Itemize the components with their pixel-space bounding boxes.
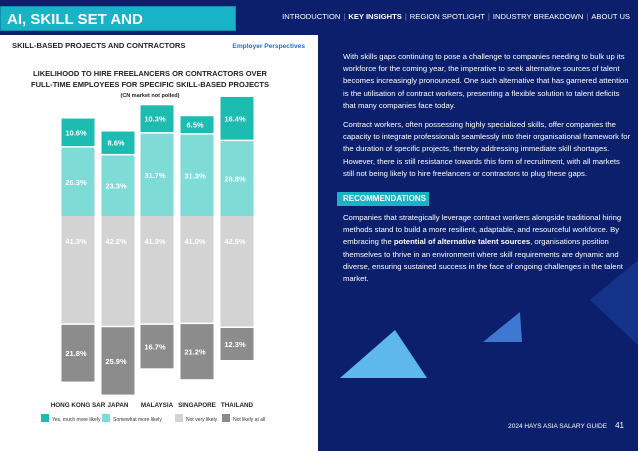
legend-label: Not likely at all <box>233 417 265 423</box>
legend-label: Yes, much more likely <box>52 417 101 423</box>
data-label: 41.3% <box>65 237 87 246</box>
bar-segment <box>180 216 214 323</box>
data-label: 41.3% <box>144 237 166 246</box>
data-label: 16.4% <box>224 114 246 123</box>
page-number: 41 <box>615 421 624 430</box>
bar-segment <box>220 141 254 216</box>
chart-title: LIKELIHOOD TO HIRE FREELANCERS OR CONTRA… <box>33 69 267 78</box>
legend-swatch <box>41 414 49 422</box>
separator: | <box>343 12 346 21</box>
bar-segment <box>140 216 174 324</box>
bar-segment <box>61 216 95 324</box>
bar-segment <box>101 155 135 216</box>
x-tick-label: SINGAPORE <box>178 402 216 409</box>
bar-segment <box>220 216 254 327</box>
data-label: 28.8% <box>224 175 246 184</box>
data-label: 6.5% <box>186 121 203 130</box>
bar-segment <box>101 327 135 395</box>
x-tick-label: MALAYSIA <box>141 402 174 409</box>
data-label: 25.9% <box>105 357 127 366</box>
recommendations-text: Companies that strategically leverage co… <box>343 212 633 285</box>
data-label: 10.3% <box>144 115 166 124</box>
bar-segment <box>61 324 95 382</box>
bar-segment <box>220 328 254 360</box>
paragraph: However, there is still resistance towar… <box>343 157 620 179</box>
bar-segment <box>61 147 95 216</box>
page-title: AI, SKILL SET AND DEVELOPMENT <box>0 6 236 53</box>
data-label: 42.5% <box>224 237 246 246</box>
footer: 2024 HAYS ASIA SALARY GUIDE 41 <box>508 421 624 430</box>
left-panel: SKILL-BASED PROJECTS AND CONTRACTORS Emp… <box>0 35 318 451</box>
x-tick-label: HONG KONG SAR <box>51 402 106 409</box>
triangle <box>590 260 638 345</box>
triangle <box>340 330 427 378</box>
data-label: 31.7% <box>144 171 166 180</box>
bar-segment <box>140 105 174 133</box>
data-label: 23.3% <box>105 182 127 191</box>
data-label: 21.2% <box>184 348 206 357</box>
data-label: 41.0% <box>184 237 206 246</box>
data-label: 12.3% <box>224 340 246 349</box>
bar-segment <box>101 216 135 326</box>
bold-text: potential of alternative talent sources <box>393 237 531 247</box>
bar-segment <box>140 324 174 369</box>
nav-item[interactable]: REGION SPOTLIGHT <box>409 12 485 21</box>
legend-swatch <box>102 414 110 422</box>
x-tick-label: THAILAND <box>221 402 254 409</box>
data-label: 42.2% <box>105 237 127 246</box>
text: Companies that strategically leverage co… <box>343 213 622 247</box>
bar-segment <box>180 324 214 380</box>
legend-label: Somewhat more likely <box>113 417 162 423</box>
chart-title: FULL-TIME EMPLOYEES FOR SPECIFIC SKILL-B… <box>31 80 269 89</box>
text: , organisations position themselves to t… <box>343 237 623 284</box>
separator: | <box>404 12 407 21</box>
bar-segment <box>61 118 95 147</box>
triangle <box>483 312 522 342</box>
bar-segment <box>180 116 214 134</box>
legend-swatch <box>175 414 183 422</box>
data-label: 8.6% <box>107 139 124 148</box>
legend-swatch <box>222 414 230 422</box>
data-label: 31.3% <box>184 171 206 180</box>
section-title: SKILL-BASED PROJECTS AND CONTRACTORS <box>12 41 185 50</box>
guide: 2024 HAYS ASIA SALARY GUIDE <box>508 423 608 430</box>
nav: INTRODUCTION | KEY INSIGHTS | REGION SPOTLIG… <box>282 12 630 21</box>
bar-segment <box>101 131 135 154</box>
data-label: 21.8% <box>65 349 87 358</box>
nav-item[interactable]: ABOUT US <box>591 12 630 21</box>
chart: SKILL-BASED PROJECTS AND CONTRACTORS Emp… <box>12 41 305 423</box>
nav-item[interactable]: INTRODUCTION <box>282 12 341 21</box>
data-label: 16.7% <box>144 343 166 352</box>
data-label: 10.6% <box>65 128 87 137</box>
nav-item[interactable]: INDUSTRY BREAKDOWN <box>492 12 584 21</box>
data-label: 26.3% <box>65 178 87 187</box>
section-tag: Employer Perspectives <box>232 43 305 50</box>
chart-subtitle: (CN market not polled) <box>121 93 180 99</box>
bar-segment <box>140 133 174 216</box>
paragraph: Contract workers, often possessing highl… <box>343 120 631 154</box>
nav-item[interactable]: KEY INSIGHTS <box>348 12 402 21</box>
bar-segment <box>180 134 214 216</box>
separator: | <box>586 12 589 21</box>
bar-segment <box>220 96 254 140</box>
recommendations-title: RECOMMENDATIONS <box>337 192 429 206</box>
separator: | <box>487 12 490 21</box>
legend-label: Not very likely <box>186 417 218 423</box>
x-tick-label: JAPAN <box>108 402 129 409</box>
paragraph: With skills gaps continuing to pose a ch… <box>343 52 629 110</box>
